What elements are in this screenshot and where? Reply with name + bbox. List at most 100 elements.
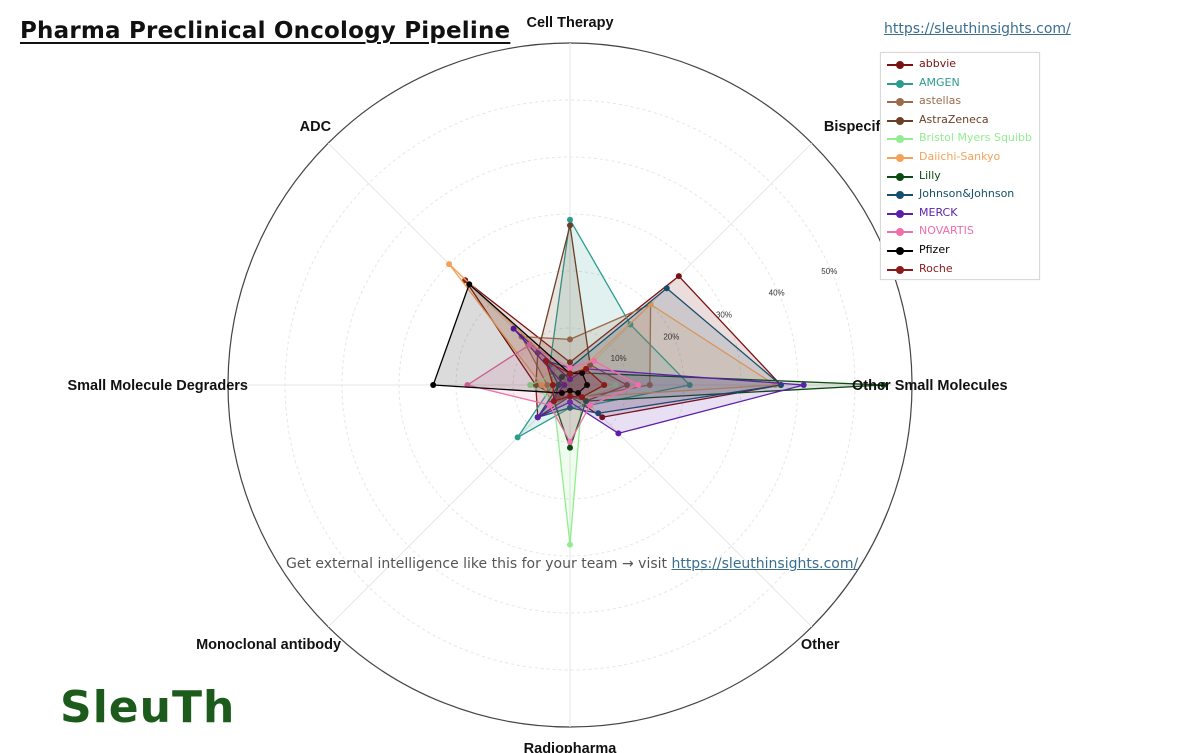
radar-series-pfizer	[430, 281, 591, 397]
legend-marker-swatch	[896, 172, 904, 181]
radar-data-point	[587, 361, 594, 368]
radar-data-point	[624, 382, 630, 388]
radar-data-point	[567, 376, 573, 383]
legend-item-roche[interactable]: Roche	[881, 261, 1039, 279]
legend-marker-swatch	[896, 265, 904, 274]
radar-data-point	[538, 382, 545, 388]
radar-data-point	[567, 387, 573, 394]
radar-data-point	[567, 336, 573, 343]
legend-marker-swatch	[896, 228, 904, 237]
radar-data-point	[446, 261, 453, 268]
radial-tick-label: 50%	[821, 267, 837, 276]
watermark-text: Get external intelligence like this for …	[286, 556, 858, 572]
axis-label: Other Small Molecules	[852, 378, 1008, 394]
legend-item-jnj[interactable]: Johnson&Johnson	[881, 186, 1039, 204]
radar-data-point	[567, 393, 573, 400]
page-title: Pharma Preclinical Oncology Pipeline	[20, 18, 511, 44]
radar-data-point	[591, 357, 598, 364]
legend-marker-swatch	[896, 79, 904, 88]
sleuth-logo: SleuTh	[60, 682, 236, 733]
radar-data-point	[544, 382, 551, 388]
radar-data-point	[567, 444, 573, 451]
radar-data-point	[550, 398, 557, 405]
axis-label: Radiopharma	[524, 741, 618, 753]
radial-tick-label: 30%	[716, 311, 732, 320]
radar-data-point	[514, 434, 521, 441]
radar-data-point	[567, 216, 573, 223]
radar-data-point	[663, 285, 670, 292]
radar-data-point	[558, 373, 565, 380]
radar-data-point	[549, 382, 556, 388]
radar-data-point	[612, 382, 619, 388]
radar-data-point	[567, 359, 573, 366]
radar-series-roche	[542, 357, 608, 405]
legend-item-pfizer[interactable]: Pfizer	[881, 242, 1039, 260]
legend-marker-swatch	[896, 247, 904, 255]
legend-label: Roche	[919, 261, 953, 275]
radar-data-point	[579, 394, 586, 401]
radar-data-point	[567, 364, 573, 371]
legend-item-lilly[interactable]: Lilly	[881, 168, 1039, 186]
radar-series	[430, 216, 887, 548]
legend-marker-swatch	[896, 154, 904, 162]
radar-data-point	[635, 382, 642, 388]
radar-data-point	[615, 430, 622, 437]
legend-marker-swatch	[896, 209, 904, 218]
radar-data-point	[587, 402, 594, 409]
website-link[interactable]: https://sleuthinsights.com/	[884, 21, 1071, 37]
legend-label: Johnson&Johnson	[919, 187, 1015, 201]
legend-label: Daiichi-Sankyo	[919, 150, 1001, 163]
watermark-link[interactable]: https://sleuthinsights.com/	[671, 556, 859, 572]
radar-data-point	[567, 222, 573, 229]
radar-data-point	[567, 541, 573, 548]
radar-data-point	[880, 382, 887, 388]
legend-label: astellas	[919, 94, 962, 108]
legend-item-astellas[interactable]: astellas	[881, 93, 1039, 111]
legend-item-abbvie[interactable]: abbvie	[881, 56, 1039, 74]
radial-tick-label: 40%	[769, 289, 785, 298]
radar-data-point	[646, 382, 653, 388]
radar-data-point	[575, 390, 582, 397]
legend-marker-swatch	[896, 116, 904, 125]
radar-data-point	[627, 321, 634, 328]
radar-data-point	[546, 402, 553, 409]
radial-tick-label: 10%	[611, 354, 627, 363]
radar-data-point	[579, 369, 586, 376]
radar-data-point	[558, 390, 565, 397]
radar-data-point	[567, 439, 573, 445]
axis-label: Monoclonal antibody	[196, 637, 341, 653]
radar-data-point	[601, 382, 608, 388]
radar-data-point	[567, 399, 573, 406]
legend-label: AMGEN	[919, 75, 960, 89]
radar-data-point	[583, 398, 590, 405]
legend-label: Lilly	[919, 168, 941, 182]
legend-item-merck[interactable]: MERCK	[881, 205, 1039, 223]
legend-label: abbvie	[919, 57, 957, 70]
legend-item-novartis[interactable]: NOVARTIS	[881, 223, 1039, 241]
radar-data-point	[800, 382, 807, 388]
legend-label: AstraZeneca	[919, 112, 989, 126]
legend-item-amgen[interactable]: AMGEN	[881, 75, 1039, 93]
legend-label: NOVARTIS	[919, 224, 974, 238]
radar-data-point	[554, 369, 561, 376]
legend-item-bms[interactable]: Bristol Myers Squibb	[881, 130, 1039, 148]
radar-data-point	[567, 404, 573, 411]
radar-data-point	[567, 370, 573, 377]
radar-data-point	[599, 414, 606, 421]
chart-legend: abbvie AMGEN astellas AstraZeneca Bristol My…	[880, 52, 1040, 280]
axis-label: Other	[801, 637, 840, 653]
radar-data-point	[583, 365, 590, 372]
radial-tick-label: 20%	[663, 332, 679, 341]
legend-item-daiichi[interactable]: Daiichi-Sankyo	[881, 149, 1039, 167]
legend-marker-swatch	[896, 61, 904, 69]
axis-label: Small Molecule Degraders	[67, 378, 248, 394]
radar-data-point	[686, 382, 693, 388]
axis-label: ADC	[300, 119, 332, 135]
legend-item-astrazeneca[interactable]: AstraZeneca	[881, 112, 1039, 130]
radar-data-point	[526, 341, 533, 348]
legend-label: Pfizer	[919, 243, 950, 256]
radar-spoke	[569, 384, 813, 628]
radar-data-point	[675, 273, 682, 280]
radar-spoke	[569, 142, 813, 386]
